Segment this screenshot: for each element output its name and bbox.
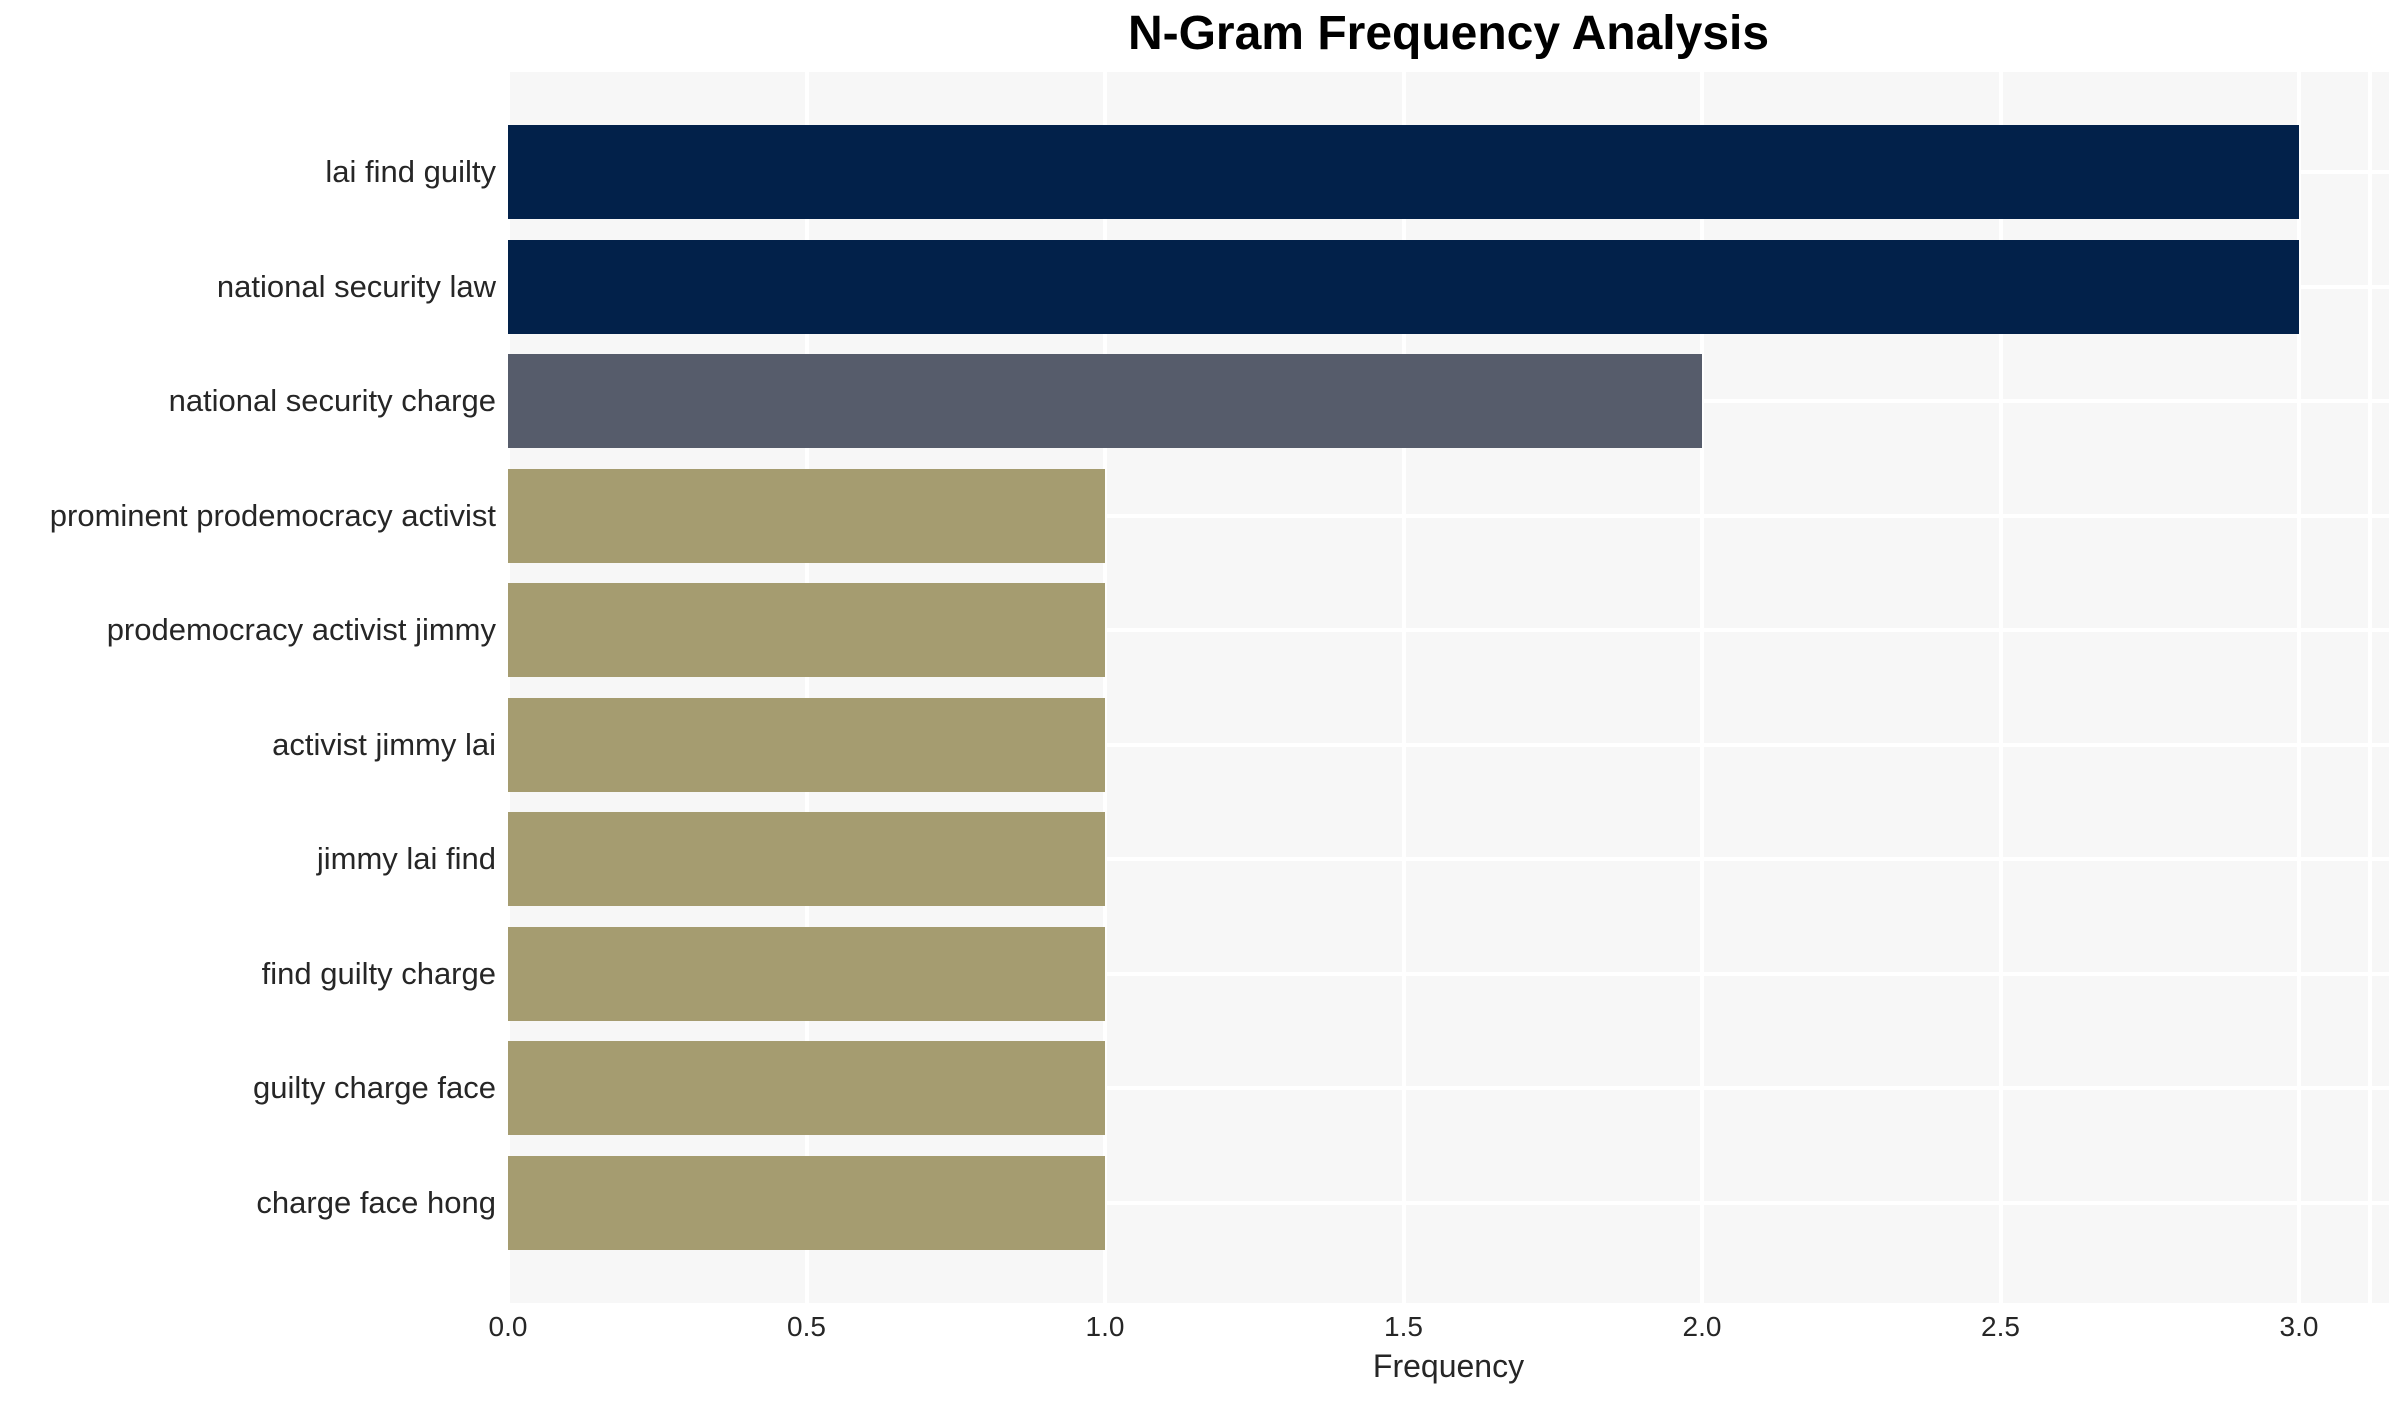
x-axis-tick-label: 1.5 <box>1384 1311 1423 1342</box>
x-gridline <box>1998 72 2003 1303</box>
x-gridline <box>804 72 809 1303</box>
x-gridline <box>1103 72 1107 1303</box>
x-axis-tick-label: 2.5 <box>1981 1311 2020 1342</box>
x-gridline <box>1700 72 1704 1303</box>
bar <box>508 354 1702 449</box>
bar <box>508 239 2299 334</box>
panel-right-border <box>2368 72 2372 1303</box>
y-axis-label: national security charge <box>168 383 496 419</box>
bar <box>508 1156 1105 1251</box>
y-gridline <box>508 628 2389 633</box>
bar <box>508 583 1105 678</box>
x-axis-title: Frequency <box>1372 1348 1525 1384</box>
y-axis-label: lai find guilty <box>325 154 496 189</box>
y-gridline <box>508 1086 2389 1091</box>
bar <box>508 926 1105 1021</box>
x-gridline <box>508 72 510 1303</box>
y-axis-label: prominent prodemocracy activist <box>49 497 496 533</box>
bar <box>508 468 1105 563</box>
x-gridline <box>1401 72 1406 1303</box>
x-axis-tick-label: 2.0 <box>1682 1311 1722 1342</box>
y-axis-label: find guilty charge <box>261 955 496 991</box>
y-axis-label: guilty charge face <box>253 1070 496 1106</box>
x-axis-tick-label: 3.0 <box>2279 1311 2319 1342</box>
bar <box>508 812 1105 907</box>
x-axis-tick-label: 1.0 <box>1085 1311 1125 1342</box>
bar <box>508 1041 1105 1136</box>
y-axis-label: activist jimmy lai <box>272 726 496 762</box>
x-axis-tick-label: 0.5 <box>787 1311 826 1342</box>
y-gridline <box>508 971 2389 976</box>
plot-area <box>508 72 2389 1303</box>
y-axis-label: jimmy lai find <box>316 841 496 877</box>
x-axis-tick-label: 0.0 <box>488 1311 528 1342</box>
bar <box>508 697 1105 792</box>
y-axis-label: prodemocracy activist jimmy <box>106 612 496 648</box>
y-gridline <box>508 857 2389 862</box>
x-gridline <box>2297 72 2301 1303</box>
y-axis-label: national security law <box>216 268 496 304</box>
chart-title: N-Gram Frequency Analysis <box>1127 7 1770 60</box>
y-gridline <box>508 742 2389 747</box>
y-gridline <box>508 1201 2389 1206</box>
bar <box>508 125 2299 219</box>
y-axis-label: charge face hong <box>256 1185 496 1221</box>
y-gridline <box>508 513 2389 518</box>
